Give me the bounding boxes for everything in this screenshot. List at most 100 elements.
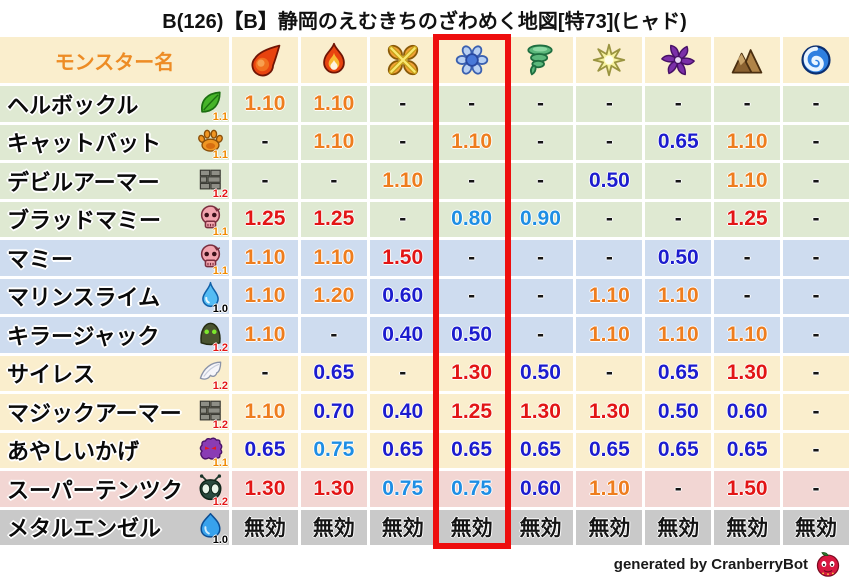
element-header-element-2 [300, 37, 367, 83]
resistance-value: 1.10 [232, 240, 298, 276]
resistance-value: 1.30 [300, 471, 367, 507]
resistance-value: 0.80 [438, 201, 505, 237]
resistance-value: 無効 [714, 509, 781, 545]
resistance-value: 0.60 [507, 471, 574, 507]
monster-row-name-cell: キャットバット 1.1 [0, 124, 229, 162]
resistance-value: 1.10 [645, 278, 712, 314]
resistance-value: 0.75 [300, 432, 367, 468]
resistance-value: 0.50 [576, 163, 643, 199]
resistance-value: 0.60 [369, 278, 436, 314]
monster-type: 1.2 [194, 473, 228, 508]
resistance-value: - [438, 86, 505, 122]
resistance-value: - [783, 201, 849, 237]
resistance-value: 0.50 [645, 394, 712, 430]
resistance-value: - [576, 201, 643, 237]
type-multiplier: 1.1 [212, 457, 228, 470]
snowflake-icon [454, 42, 490, 78]
resistance-value: 0.40 [369, 394, 436, 430]
monster-type: 1.2 [194, 165, 228, 200]
resistance-value: - [232, 163, 298, 199]
monster-name: メタルエンゼル [7, 516, 162, 542]
resistance-value: 無効 [300, 509, 367, 545]
monster-type: 1.1 [194, 126, 228, 162]
monster-row-name-cell: キラージャック 1.2 [0, 317, 229, 354]
monster-name: ヘルボックル [7, 92, 139, 118]
resistance-value: 1.10 [576, 278, 643, 314]
resistance-value: - [645, 163, 712, 199]
resistance-value: 無効 [369, 509, 436, 545]
resistance-value: 0.60 [714, 394, 781, 430]
resistance-value: 0.65 [645, 355, 712, 391]
resistance-value: 0.65 [507, 432, 574, 468]
resistance-value: 0.65 [576, 432, 643, 468]
element-header-element-3 [369, 37, 436, 83]
resistance-table: モンスター名 ヘルボックル 1.1 1.10 1.10- - - - - - - キャットバット 1.… [0, 34, 849, 549]
monster-type: 1.1 [194, 203, 228, 239]
footer-credit-text: generated by CranberryBot [613, 555, 808, 573]
resistance-value: 無効 [507, 509, 574, 545]
resistance-value: 0.65 [369, 432, 436, 468]
element-header-element-9 [783, 37, 849, 83]
type-multiplier: 1.1 [212, 264, 228, 277]
type-multiplier: 1.1 [212, 226, 228, 239]
monster-type: 1.1 [194, 88, 228, 123]
resistance-value: 0.50 [438, 317, 505, 353]
resistance-value: - [714, 86, 781, 122]
element-header-element-6 [576, 37, 643, 83]
monster-name: ブラッドマミー [7, 208, 162, 234]
monster-name: サイレス [7, 362, 96, 388]
resistance-value: - [576, 86, 643, 122]
resistance-value: - [783, 471, 849, 507]
resistance-value: 1.10 [300, 86, 367, 122]
resistance-value: 1.30 [507, 394, 574, 430]
resistance-value: - [714, 240, 781, 276]
resistance-value: - [783, 394, 849, 430]
resistance-value: 1.10 [438, 124, 505, 160]
resistance-value: 0.75 [369, 471, 436, 507]
type-multiplier: 1.2 [212, 187, 228, 200]
monster-type: 1.1 [194, 434, 228, 470]
element-header-element-8 [714, 37, 781, 83]
resistance-value: 0.65 [714, 432, 781, 468]
monster-name: マジックアーマー [7, 400, 182, 426]
resistance-value: 1.10 [645, 317, 712, 353]
resistance-value: - [645, 471, 712, 507]
resistance-value: 無効 [438, 509, 505, 545]
resistance-value: - [507, 124, 574, 160]
resistance-value: - [783, 317, 849, 353]
resistance-value: 0.40 [369, 317, 436, 353]
resistance-value: 1.10 [714, 124, 781, 160]
monster-name-header: モンスター名 [0, 37, 229, 83]
resistance-value: 1.10 [714, 317, 781, 353]
type-multiplier: 1.2 [212, 380, 228, 393]
resistance-value: - [369, 355, 436, 391]
tornado-icon [522, 42, 558, 78]
type-multiplier: 1.1 [212, 149, 228, 162]
monster-row-name-cell: マジックアーマー 1.2 [0, 394, 229, 431]
mountain-icon [729, 42, 765, 78]
monster-name: あやしいかげ [7, 439, 140, 465]
monster-row-name-cell: ブラッドマミー 1.1 [0, 201, 229, 239]
type-multiplier: 1.2 [212, 341, 228, 354]
resistance-value: - [507, 240, 574, 276]
resistance-value: - [783, 124, 849, 160]
page-title: B(126)【B】静岡のえむきちのざわめく地図[特73](ヒャド) [162, 11, 687, 33]
element-header-element-1 [232, 37, 298, 83]
resistance-value: - [645, 86, 712, 122]
type-multiplier: 1.2 [212, 418, 228, 431]
resistance-value: 1.25 [232, 201, 298, 237]
monster-row-name-cell: メタルエンゼル 1.0 [0, 509, 229, 546]
resistance-value: 0.65 [300, 355, 367, 391]
monster-name: キラージャック [7, 323, 160, 349]
resistance-value: - [438, 240, 505, 276]
resistance-value: - [576, 240, 643, 276]
resistance-value: 1.10 [232, 317, 298, 353]
monster-type: 1.2 [194, 357, 228, 393]
resistance-value: 1.25 [438, 394, 505, 430]
resistance-value: 0.70 [300, 394, 367, 430]
resistance-value: 0.65 [645, 432, 712, 468]
pinwheel-icon [660, 42, 696, 78]
resistance-value: 1.25 [714, 201, 781, 237]
flame-icon [316, 42, 352, 78]
